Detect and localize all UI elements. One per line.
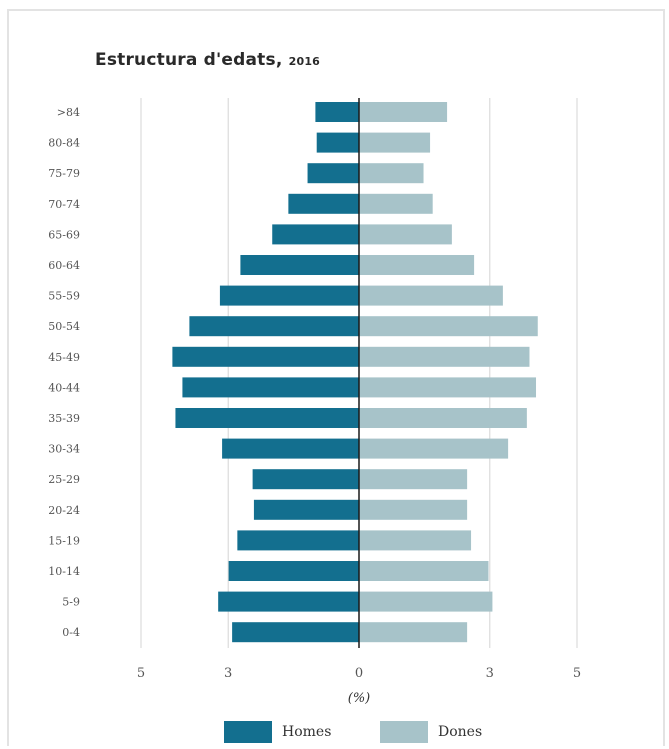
bar-dones xyxy=(359,530,472,551)
x-axis-label: (%) xyxy=(348,691,371,706)
y-tick-label: 20-24 xyxy=(48,504,80,517)
chart-title-year: 2016 xyxy=(288,55,321,68)
bar-dones xyxy=(359,561,489,581)
bar-homes xyxy=(175,408,359,428)
bar-dones xyxy=(359,132,431,153)
legend-swatch-dones xyxy=(380,721,428,743)
y-tick-label: 60-64 xyxy=(48,259,80,272)
bar-homes xyxy=(228,561,359,581)
x-tick-labels: 5 3 0 3 5 xyxy=(137,666,581,681)
y-tick-label: 10-14 xyxy=(48,565,80,578)
x-tick-label: 5 xyxy=(137,666,145,681)
bars xyxy=(172,102,538,643)
bar-homes xyxy=(237,530,359,551)
bar-homes xyxy=(316,132,359,153)
bar-dones xyxy=(359,591,493,612)
population-pyramid-chart: >84 80-84 75-79 70-74 65-69 60-64 55-59 50-54 45… xyxy=(48,98,581,706)
bar-homes xyxy=(232,622,359,643)
bar-dones xyxy=(359,285,503,306)
y-tick-label: 35-39 xyxy=(48,412,80,425)
y-tick-label: 30-34 xyxy=(48,443,80,456)
bar-dones xyxy=(359,316,538,337)
legend-swatch-homes xyxy=(224,721,272,743)
bar-dones xyxy=(359,469,468,490)
y-tick-label: 50-54 xyxy=(48,320,80,333)
y-tick-label: 55-59 xyxy=(48,290,80,303)
y-tick-label: 5-9 xyxy=(62,596,80,609)
bar-homes xyxy=(272,224,359,245)
grid-lines xyxy=(140,98,578,648)
bar-dones xyxy=(359,408,527,428)
bar-homes xyxy=(189,316,359,337)
legend: Homes Dones xyxy=(0,719,669,747)
bar-dones xyxy=(359,346,530,367)
bar-homes xyxy=(288,193,359,214)
bar-homes xyxy=(253,499,359,520)
bar-homes xyxy=(182,377,359,398)
y-tick-label: 0-4 xyxy=(62,626,80,639)
x-tick-label: 3 xyxy=(486,666,494,681)
y-tick-label: 75-79 xyxy=(48,167,80,180)
x-tick-label: 0 xyxy=(355,666,363,681)
bar-dones xyxy=(359,224,452,245)
y-tick-label: 25-29 xyxy=(48,473,80,486)
y-tick-label: >84 xyxy=(57,106,80,119)
bar-dones xyxy=(359,499,468,520)
y-tick-label: 15-19 xyxy=(48,534,80,547)
y-tick-labels: >84 80-84 75-79 70-74 65-69 60-64 55-59 50-54 45… xyxy=(48,106,80,639)
x-tick-label: 3 xyxy=(224,666,232,681)
chart-title: Estructura d'edats, 2016 xyxy=(95,50,321,70)
bar-homes xyxy=(219,285,359,306)
legend-item-homes: Homes xyxy=(224,721,331,743)
legend-label-dones: Dones xyxy=(438,724,483,740)
y-tick-label: 80-84 xyxy=(48,137,80,150)
y-tick-label: 70-74 xyxy=(48,198,80,211)
bar-dones xyxy=(359,255,475,275)
legend-item-dones: Dones xyxy=(380,721,482,743)
legend-label-homes: Homes xyxy=(282,724,332,740)
y-tick-label: 40-44 xyxy=(48,381,80,394)
bar-homes xyxy=(307,163,359,184)
bar-homes xyxy=(222,438,359,459)
bar-homes xyxy=(172,346,359,367)
bar-dones xyxy=(359,193,433,214)
bar-dones xyxy=(359,622,468,643)
bar-homes xyxy=(218,591,359,612)
bar-dones xyxy=(359,102,448,122)
bar-dones xyxy=(359,438,509,459)
y-tick-label: 65-69 xyxy=(48,228,80,241)
bar-homes xyxy=(240,255,359,275)
bar-dones xyxy=(359,163,424,184)
y-tick-label: 45-49 xyxy=(48,351,80,364)
bar-homes xyxy=(252,469,359,490)
chart-title-text: Estructura d'edats xyxy=(95,50,276,70)
bar-homes xyxy=(315,102,359,122)
bar-dones xyxy=(359,377,537,398)
x-tick-label: 5 xyxy=(573,666,581,681)
